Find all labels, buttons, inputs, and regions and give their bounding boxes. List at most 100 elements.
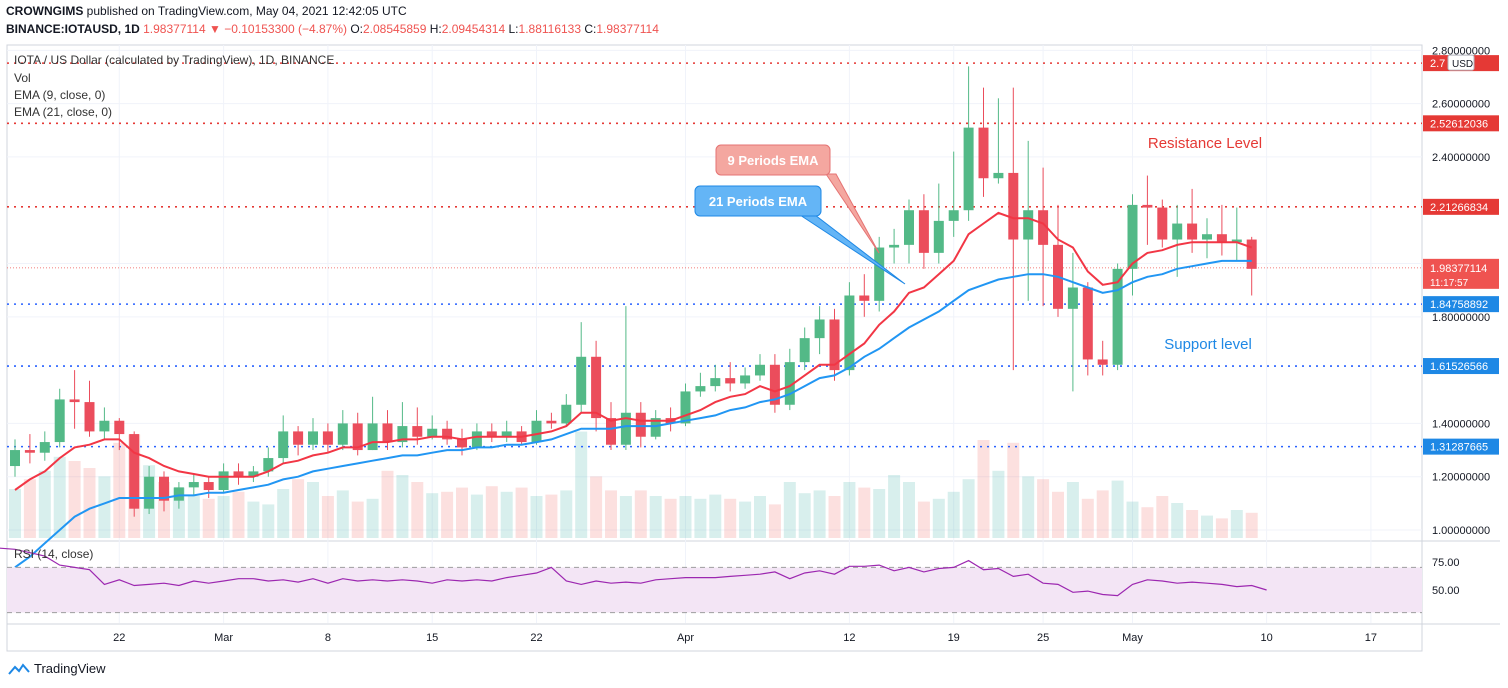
candle-body (576, 356, 587, 405)
volume-bar (411, 482, 424, 538)
volume-bar (649, 496, 662, 538)
legend-ema9[interactable]: EMA (9, close, 0) (14, 88, 106, 102)
price-change: −0.10153300 (−4.87%) (224, 22, 347, 36)
candle (144, 466, 155, 515)
volume-bar (1245, 512, 1258, 538)
candle (54, 388, 65, 448)
ema21-callout: 21 Periods EMA (694, 185, 906, 285)
candle (650, 410, 661, 440)
volume-bar (321, 496, 334, 538)
candle-body (293, 431, 304, 445)
candle (993, 98, 1004, 184)
candle-body (397, 426, 408, 443)
tradingview-footer[interactable]: TradingView (8, 661, 106, 676)
candle-body (1112, 268, 1123, 365)
level-price-tag: 1.61526566 (1423, 358, 1499, 375)
candle (382, 410, 393, 451)
level-tag-text: 2.21266834 (1430, 202, 1488, 214)
candle-body (144, 476, 155, 509)
volume-bar (53, 456, 66, 538)
candle (84, 380, 95, 437)
candle (561, 394, 572, 427)
ema9-callout: 9 Periods EMA (715, 144, 880, 254)
candle-body (740, 375, 751, 384)
volume-bar (23, 479, 36, 538)
volume-bar (545, 494, 558, 538)
candle-body (263, 458, 274, 472)
candle (784, 348, 795, 411)
volume-bar (426, 493, 439, 538)
candle-body (278, 431, 289, 459)
volume-bar (754, 496, 766, 538)
candle (1142, 175, 1153, 245)
time-axis-label: 25 (1037, 632, 1049, 644)
candle (114, 418, 125, 451)
candle-body (1142, 204, 1153, 208)
price-axis-label: 2.80000000 (1432, 45, 1490, 57)
level-tag-bg (1423, 296, 1499, 313)
volume-bar (1052, 491, 1064, 538)
candle (576, 322, 587, 413)
volume-bar (1037, 479, 1050, 538)
candle (442, 420, 453, 445)
level-tag-text: 1.61526566 (1430, 361, 1488, 373)
tradingview-logo-icon (8, 662, 30, 675)
candle (129, 431, 140, 517)
volume-bar (307, 482, 319, 538)
resistance-label: Resistance Level (1148, 135, 1262, 152)
legend-rsi[interactable]: RSI (14, close) (14, 547, 94, 561)
volume-bar (202, 498, 215, 538)
candle (1202, 218, 1212, 259)
legend-vol[interactable]: Vol (14, 71, 31, 85)
candle-body (99, 420, 110, 432)
volume-bar (768, 504, 781, 538)
candle (695, 372, 706, 397)
candle-body (918, 210, 929, 253)
volume-bar (843, 482, 856, 538)
candle-body (1067, 287, 1078, 309)
candle (1067, 252, 1078, 392)
candle (1023, 140, 1034, 301)
volume-bar (947, 491, 960, 538)
close-label: C: (584, 22, 597, 36)
level-price-tag: 1.84758892 (1423, 296, 1499, 313)
level-price-tag: 1.31287665 (1423, 438, 1499, 455)
candle (844, 282, 855, 376)
candle-body (933, 220, 944, 253)
last-price-tag: 1.98377114 11:17:57 (1423, 258, 1499, 289)
level-price-tag: 2.52612036 (1423, 115, 1499, 132)
candle-body (1231, 239, 1242, 243)
volume-bar (1230, 510, 1243, 538)
ema21-callout-pointer (798, 214, 906, 285)
volume-bar (1111, 480, 1124, 538)
volume-bar (903, 482, 915, 538)
candle (1157, 199, 1168, 248)
close-value: 1.98377114 (596, 22, 659, 36)
candle (829, 308, 840, 381)
candle-body (10, 450, 20, 467)
volume-bar (277, 489, 290, 538)
candle (501, 420, 512, 443)
rsi-band (7, 567, 1422, 613)
candle (308, 418, 318, 451)
time-axis-label: 22 (530, 632, 542, 644)
volume-bar (828, 496, 841, 538)
high-label: H: (429, 22, 442, 36)
candle-body (769, 364, 780, 405)
candle-body (1187, 223, 1198, 240)
volume-bar (813, 490, 826, 538)
level-tag-bg (1423, 115, 1499, 132)
candle (233, 463, 244, 485)
candle-body (799, 338, 810, 363)
candle-body (695, 386, 706, 392)
ema21-line (14, 259, 1252, 569)
legend-ema21[interactable]: EMA (21, close, 0) (14, 105, 113, 119)
candle-body (874, 247, 885, 301)
candle (10, 439, 20, 477)
legend-title[interactable]: IOTA / US Dollar (calculated by TradingV… (14, 53, 335, 67)
tradingview-brand: TradingView (34, 661, 106, 676)
volume-bar (441, 491, 454, 538)
volume-bar (1171, 503, 1184, 538)
ema9-callout-label: 9 Periods EMA (727, 153, 819, 168)
